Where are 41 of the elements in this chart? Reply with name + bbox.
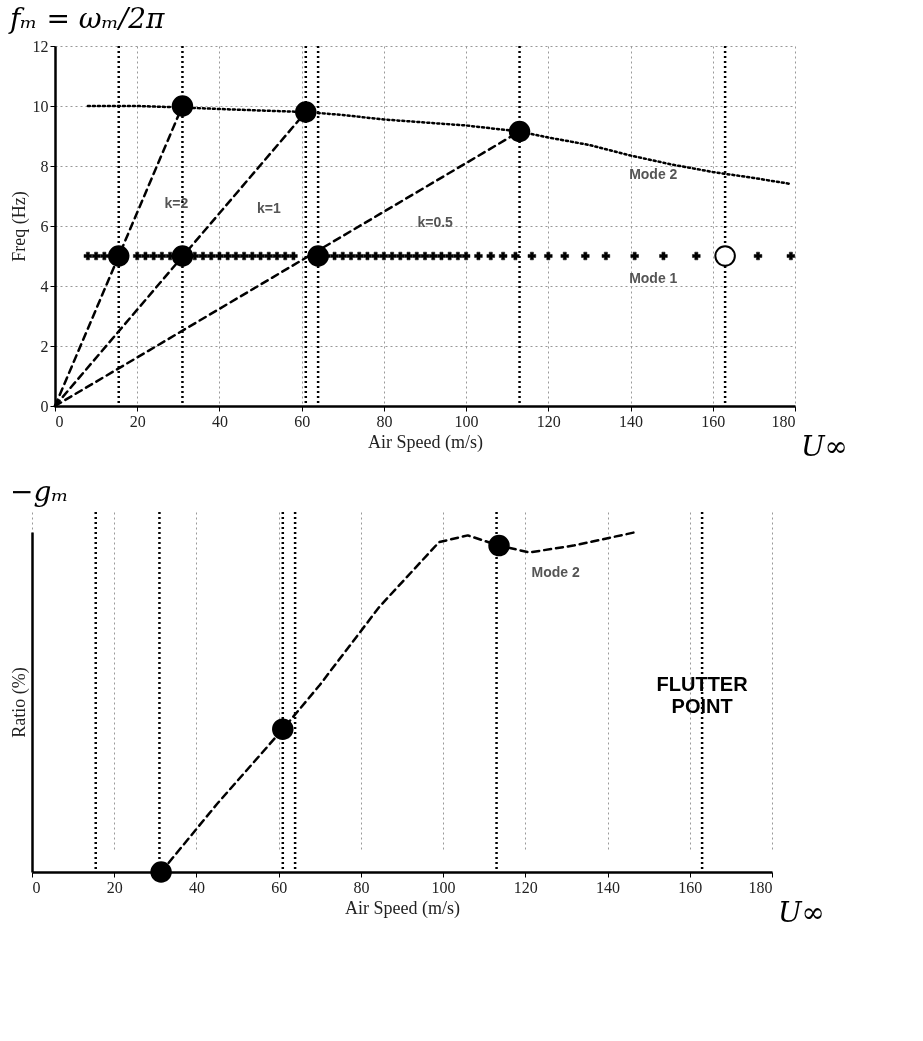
y-tick-label: 10 [32, 97, 49, 115]
x-tick-label: 160 [701, 412, 726, 430]
x-axis-title: Air Speed (m/s) [345, 897, 460, 919]
text: U∞ [801, 430, 848, 463]
x-tick-label: 180 [771, 412, 796, 430]
y-tick-label: 12 [32, 37, 49, 55]
series-label: k=0.5 [417, 214, 454, 231]
y-tick-label: 0 [40, 397, 49, 415]
x-tick-label: 40 [211, 412, 228, 430]
x-tick-label: 100 [454, 412, 479, 430]
x-tick-label: 100 [431, 878, 456, 896]
x-tick-label: 0 [55, 412, 64, 430]
x-tick-label: 20 [106, 878, 123, 896]
y-tick-label: 2 [40, 337, 49, 355]
x-tick-label: 140 [619, 412, 644, 430]
chart-title: −gₘ [10, 474, 69, 508]
annotation: FLUTTER POINT [656, 673, 749, 717]
x-tick-label: 160 [678, 878, 703, 896]
x-tick-label: 180 [748, 878, 773, 896]
x-tick-label: 40 [188, 878, 205, 896]
x-tick-label: 60 [271, 878, 288, 896]
x-tick-label: 120 [536, 412, 561, 430]
y-tick-label: 4 [40, 277, 49, 295]
x-axis-title: Air Speed (m/s) [368, 431, 483, 453]
x-tick-label: 20 [129, 412, 146, 430]
y-axis-title: Ratio (%) [8, 667, 30, 738]
chart-title: fₘ = ωₘ/2π [8, 2, 166, 35]
y-axis-title: Freq (Hz) [8, 191, 30, 262]
x-tick-label: 80 [376, 412, 393, 430]
series-label: Mode 2 [531, 563, 580, 580]
series-label: k=2 [164, 195, 189, 211]
text: U∞ [778, 896, 825, 929]
x-tick-label: 120 [513, 878, 538, 896]
x-tick-label: 140 [596, 878, 621, 896]
x-tick-label: 60 [294, 412, 311, 430]
series-label: Mode 1 [629, 270, 678, 286]
series-label: Mode 2 [629, 165, 678, 182]
x-tick-label: 80 [353, 878, 370, 896]
y-tick-label: 8 [40, 157, 49, 175]
series-label: k=1 [257, 199, 282, 216]
y-tick-label: 6 [40, 217, 49, 235]
